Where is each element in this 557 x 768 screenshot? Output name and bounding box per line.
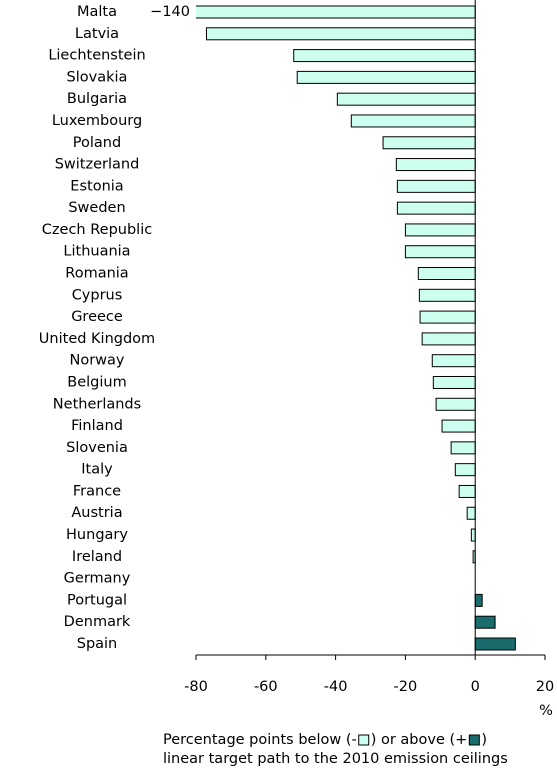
bar	[417, 267, 476, 281]
bar	[418, 288, 476, 302]
bar	[431, 354, 476, 368]
bar	[441, 419, 476, 433]
bar	[336, 92, 476, 106]
bar	[454, 463, 476, 477]
bar	[474, 593, 483, 607]
legend-text: )	[481, 732, 487, 748]
bar	[466, 506, 476, 520]
category-label: Netherlands	[53, 396, 141, 412]
category-label: Austria	[71, 505, 122, 521]
category-label: Italy	[81, 462, 113, 478]
category-label: Slovakia	[67, 69, 128, 85]
category-label: Finland	[71, 418, 123, 434]
x-tick-label: -60	[254, 679, 278, 695]
x-tick-label: -20	[394, 679, 418, 695]
x-tick-label: -80	[184, 679, 208, 695]
x-unit: %	[539, 703, 553, 719]
category-label: Switzerland	[55, 157, 140, 173]
category-label: Belgium	[67, 374, 126, 390]
category-label: Latvia	[75, 26, 119, 42]
category-label: Greece	[71, 309, 123, 325]
category-label: Sweden	[68, 200, 125, 216]
category-label: France	[73, 483, 121, 499]
category-label: Estonia	[70, 178, 123, 194]
bar	[196, 5, 476, 19]
bar	[293, 49, 476, 63]
legend-text: ) or above (+	[371, 732, 468, 748]
value-label: −140	[150, 4, 190, 20]
category-label: Liechtenstein	[48, 48, 145, 64]
category-label: Hungary	[66, 527, 128, 543]
bar	[395, 158, 476, 172]
category-label: Norway	[69, 353, 124, 369]
category-label: Romania	[65, 266, 128, 282]
bar	[350, 114, 476, 128]
x-tick-label: 20	[536, 679, 554, 695]
bar	[432, 375, 476, 389]
legend-text: Percentage points below (-	[163, 732, 357, 748]
category-label: Malta	[77, 4, 117, 20]
bar	[296, 70, 476, 84]
category-label: Spain	[77, 636, 118, 652]
legend-swatch	[358, 734, 370, 746]
bar	[470, 528, 476, 542]
category-label: Ireland	[72, 549, 122, 565]
category-label: Lithuania	[63, 244, 130, 260]
bar	[419, 310, 476, 324]
category-label: Cyprus	[72, 287, 123, 303]
category-label: Denmark	[64, 614, 131, 630]
category-label: Luxembourg	[52, 113, 142, 129]
bar	[396, 201, 476, 215]
category-label: United Kingdom	[39, 331, 155, 347]
category-label: Bulgaria	[67, 91, 127, 107]
category-label: Poland	[73, 135, 121, 151]
bar	[404, 223, 476, 237]
bar	[404, 245, 476, 259]
bar	[382, 136, 476, 150]
bar	[450, 441, 476, 455]
bar	[205, 27, 476, 41]
bar	[435, 397, 476, 411]
bar	[421, 332, 476, 346]
x-tick-label: -40	[324, 679, 348, 695]
bar	[474, 637, 516, 651]
legend-text: linear target path to the 2010 emission …	[163, 751, 508, 767]
x-tick-label: 0	[471, 679, 480, 695]
bar	[458, 484, 476, 498]
bar	[474, 615, 496, 629]
legend-swatch	[468, 734, 480, 746]
category-label: Germany	[64, 571, 131, 587]
bar	[396, 179, 476, 193]
category-label: Slovenia	[66, 440, 128, 456]
category-label: Czech Republic	[42, 222, 152, 238]
category-label: Portugal	[67, 592, 127, 608]
